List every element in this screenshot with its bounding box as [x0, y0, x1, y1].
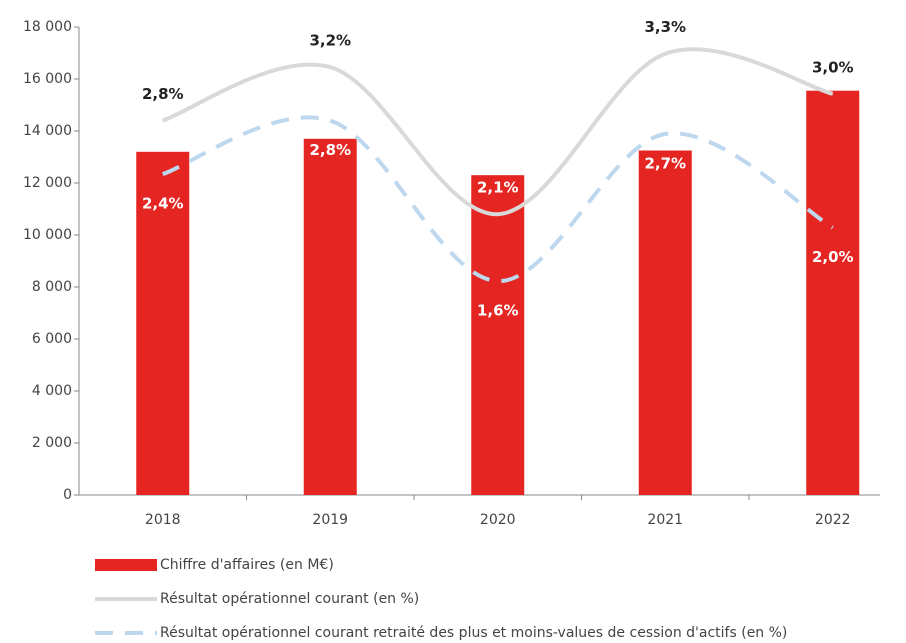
- data-label: 3,0%: [812, 58, 854, 76]
- x-tick-label: 2018: [145, 512, 181, 528]
- x-tick-label: 2020: [480, 512, 516, 528]
- y-tick-label: 18 000: [23, 19, 72, 35]
- y-tick-label: 6 000: [32, 331, 72, 347]
- data-label: 2,0%: [812, 248, 854, 266]
- legend-label: Résultat opérationnel courant (en %): [160, 591, 419, 607]
- legend-swatch: [95, 559, 157, 571]
- legend-label: Chiffre d'affaires (en M€): [160, 557, 334, 573]
- bar: [638, 150, 692, 495]
- x-tick-label: 2019: [312, 512, 348, 528]
- line: [162, 115, 834, 284]
- legend-label: Résultat opérationnel courant retraité d…: [160, 625, 787, 641]
- bar: [136, 151, 190, 496]
- bar: [471, 175, 525, 495]
- y-tick-label: 14 000: [23, 123, 72, 139]
- data-label: 1,6%: [477, 302, 519, 320]
- line: [162, 47, 834, 217]
- bar: [303, 138, 357, 496]
- x-tick-label: 2022: [815, 512, 851, 528]
- data-label: 2,1%: [477, 179, 519, 197]
- data-label: 2,8%: [309, 141, 351, 159]
- data-label: 3,3%: [644, 18, 686, 36]
- data-label: 3,2%: [309, 32, 351, 50]
- y-tick-label: 2 000: [32, 435, 72, 451]
- y-tick-label: 12 000: [23, 175, 72, 191]
- data-label: 2,4%: [142, 195, 184, 213]
- y-tick-label: 4 000: [32, 383, 72, 399]
- y-tick-label: 10 000: [23, 227, 72, 243]
- y-tick-label: 8 000: [32, 279, 72, 295]
- data-label: 2,8%: [142, 85, 184, 103]
- data-label: 2,7%: [644, 154, 686, 172]
- x-tick-label: 2021: [647, 512, 683, 528]
- y-tick-label: 16 000: [23, 71, 72, 87]
- bar: [806, 90, 860, 495]
- y-tick-label: 0: [63, 487, 72, 503]
